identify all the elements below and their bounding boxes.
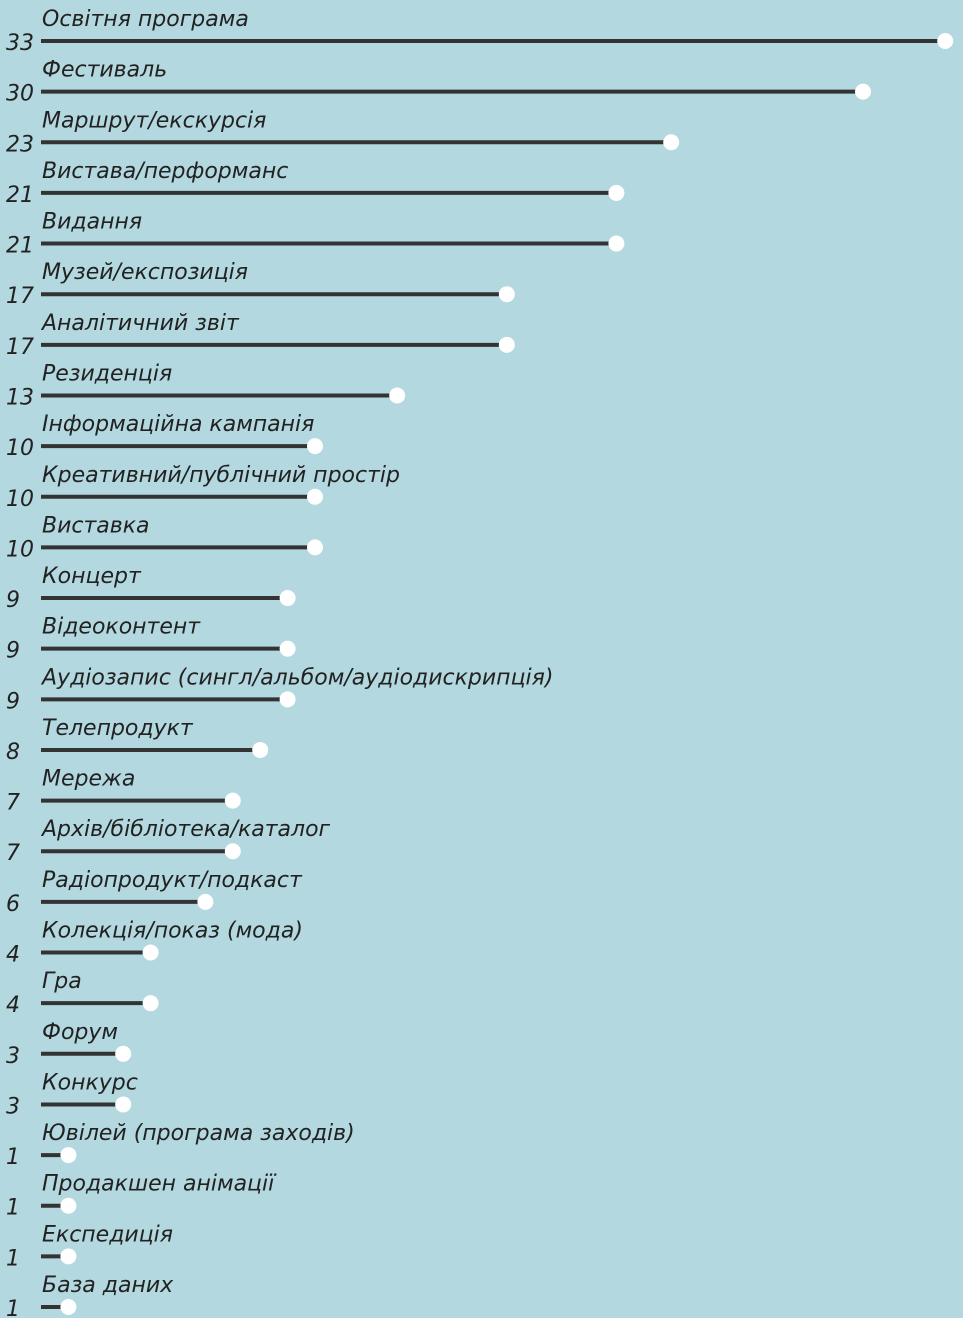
category-label: Продакшен анімації bbox=[42, 1172, 277, 1197]
value-label: 1 bbox=[6, 1196, 20, 1221]
dot bbox=[60, 1197, 77, 1214]
dot bbox=[197, 893, 214, 910]
value-label: 9 bbox=[6, 639, 20, 664]
value-label: 7 bbox=[6, 841, 20, 866]
category-label: Аналітичний звіт bbox=[40, 311, 240, 336]
value-label: 9 bbox=[6, 588, 20, 613]
value-label: 10 bbox=[6, 487, 34, 512]
dot bbox=[608, 184, 625, 201]
value-label: 1 bbox=[6, 1145, 20, 1170]
category-label: Вистава/перформанс bbox=[42, 159, 288, 184]
category-label: Видання bbox=[42, 210, 142, 235]
dot bbox=[224, 792, 241, 809]
category-label: Інформаційна кампанія bbox=[42, 412, 314, 437]
category-label: Відеоконтент bbox=[42, 615, 201, 640]
value-label: 3 bbox=[6, 1094, 20, 1119]
value-label: 10 bbox=[6, 537, 34, 562]
dot bbox=[60, 1248, 77, 1265]
dot bbox=[115, 1096, 132, 1113]
dot bbox=[307, 539, 323, 556]
value-label: 17 bbox=[6, 284, 34, 309]
category-label: Колекція/показ (мода) bbox=[42, 919, 303, 944]
dot bbox=[142, 944, 159, 961]
value-label: 4 bbox=[6, 993, 20, 1018]
value-label: 17 bbox=[6, 335, 34, 360]
value-label: 10 bbox=[6, 436, 34, 461]
value-label: 8 bbox=[6, 740, 20, 765]
dot bbox=[663, 134, 680, 151]
dot bbox=[279, 691, 296, 708]
category-label: Радіопродукт/подкаст bbox=[42, 868, 303, 893]
category-label: Виставка bbox=[42, 513, 150, 538]
dot bbox=[224, 843, 241, 860]
value-label: 13 bbox=[6, 385, 34, 410]
value-label: 33 bbox=[6, 31, 34, 56]
category-label: Освітня програма bbox=[42, 7, 249, 32]
category-label: Музей/експозиція bbox=[42, 260, 248, 285]
value-label: 6 bbox=[6, 892, 20, 917]
category-label: Ювілей (програма заходів) bbox=[42, 1121, 355, 1146]
dot bbox=[307, 488, 323, 505]
dot bbox=[279, 640, 296, 657]
category-label: Креативний/публічний простір bbox=[42, 463, 400, 488]
category-label: Телепродукт bbox=[42, 716, 194, 741]
category-label: Концерт bbox=[42, 564, 142, 589]
dot bbox=[60, 1299, 77, 1315]
dot bbox=[498, 336, 515, 353]
dot bbox=[937, 33, 954, 49]
category-label: Аудіозапис (сингл/альбом/аудіодискрипція… bbox=[40, 665, 553, 690]
category-label: Фестиваль bbox=[42, 58, 167, 83]
dot bbox=[142, 995, 159, 1012]
category-label: Архів/бібліотека/каталог bbox=[40, 817, 331, 842]
category-label: Резиденція bbox=[42, 361, 172, 386]
dot bbox=[115, 1045, 132, 1062]
dot bbox=[389, 387, 406, 404]
category-label: База даних bbox=[42, 1273, 174, 1298]
value-label: 21 bbox=[6, 234, 34, 259]
value-label: 21 bbox=[6, 183, 34, 208]
category-label: Форум bbox=[42, 1020, 118, 1045]
dot bbox=[608, 235, 625, 252]
category-label: Експедиція bbox=[42, 1222, 173, 1247]
value-label: 7 bbox=[6, 791, 20, 816]
category-label: Конкурс bbox=[42, 1070, 138, 1095]
category-label: Гра bbox=[42, 969, 82, 994]
dot bbox=[307, 438, 323, 455]
dot bbox=[498, 286, 515, 303]
category-label: Мережа bbox=[42, 767, 135, 792]
value-label: 1 bbox=[6, 1246, 20, 1271]
value-label: 4 bbox=[6, 943, 20, 968]
dot bbox=[60, 1147, 77, 1164]
value-label: 3 bbox=[6, 1044, 20, 1069]
value-label: 9 bbox=[6, 689, 20, 714]
category-label: Маршрут/екскурсія bbox=[42, 108, 266, 133]
value-label: 23 bbox=[6, 132, 34, 157]
dot bbox=[279, 590, 296, 607]
value-label: 30 bbox=[6, 82, 34, 107]
dot bbox=[855, 83, 871, 100]
dot bbox=[252, 741, 269, 758]
value-label: 1 bbox=[6, 1297, 20, 1318]
